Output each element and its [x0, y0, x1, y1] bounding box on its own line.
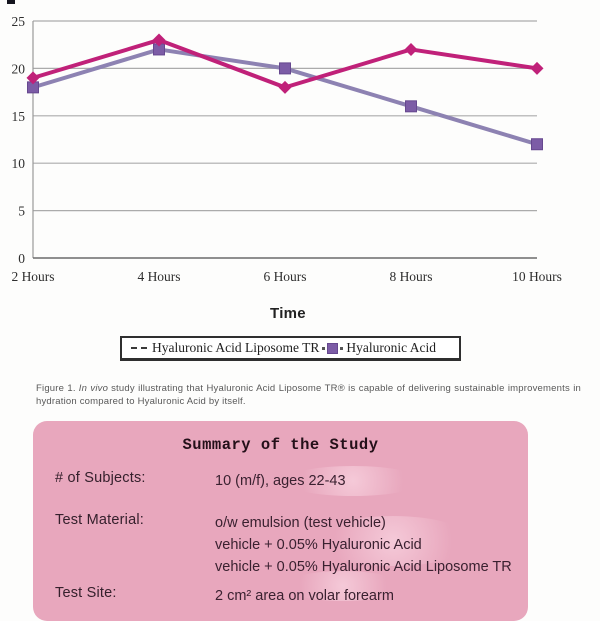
- hydration-line-chart: 0 5 10 15 20 25 2 Hours 4 Hours 6 Hours 8 Hours 10…: [11, 14, 562, 284]
- square-marker: [531, 138, 543, 151]
- x-tick-label: 10 Hours: [512, 269, 562, 284]
- summary-row: Test Material: o/w emulsion (test vehicle…: [55, 512, 515, 578]
- summary-row: Test Site: 2 cm² area on volar forearm: [55, 585, 515, 607]
- summary-row-label: Test Material:: [55, 512, 145, 528]
- scan-smudge: [283, 466, 423, 496]
- figure-caption: Figure 1. In vivo study illustrating that …: [36, 383, 581, 408]
- diamond-marker: [404, 42, 418, 56]
- summary-box: Summary of the Study # of Subjects: 10 (m…: [33, 421, 528, 621]
- legend-dot: [322, 346, 326, 350]
- summary-row-values: o/w emulsion (test vehicle) vehicle + 0.0…: [215, 512, 512, 578]
- summary-row-label: # of Subjects:: [55, 470, 146, 486]
- scan-artifact: [7, 0, 15, 4]
- summary-row-values: 2 cm² area on volar forearm: [215, 585, 394, 607]
- chart-legend: Hyaluronic Acid Liposome TR Hyaluronic A…: [120, 336, 461, 361]
- x-tick-label: 8 Hours: [389, 269, 432, 284]
- legend-dot: [340, 346, 344, 350]
- diamond-marker: [278, 80, 292, 94]
- summary-row-values: 10 (m/f), ages 22-43: [215, 470, 346, 492]
- y-tick-label: 20: [12, 61, 26, 76]
- square-marker: [405, 100, 417, 113]
- y-tick-label: 0: [18, 251, 25, 266]
- summary-value-line: 2 cm² area on volar forearm: [215, 588, 394, 604]
- diamond-marker: [530, 61, 544, 75]
- legend-square-marker: [327, 342, 339, 354]
- y-tick-label: 10: [12, 156, 26, 171]
- legend-label-hyaluronic: Hyaluronic Acid: [346, 340, 436, 355]
- figure-caption-text: study illustrating that Hyaluronic Acid …: [36, 383, 581, 407]
- legend-dash-marker: [131, 347, 137, 349]
- x-axis-title: Time: [270, 305, 306, 322]
- x-tick-label: 2 Hours: [11, 269, 54, 284]
- scan-smudge: [283, 571, 403, 601]
- legend-label-liposome: Hyaluronic Acid Liposome TR: [152, 340, 320, 355]
- square-marker: [279, 62, 291, 75]
- y-tick-label: 15: [12, 109, 26, 124]
- y-tick-label: 5: [18, 204, 25, 219]
- diamond-marker: [26, 71, 40, 85]
- summary-value-line: vehicle + 0.05% Hyaluronic Acid: [215, 537, 422, 553]
- summary-row: # of Subjects: 10 (m/f), ages 22-43: [55, 470, 515, 492]
- scan-smudge: [313, 516, 473, 566]
- figure-caption-italic: In vivo: [78, 383, 109, 394]
- summary-value-line: 10 (m/f), ages 22-43: [215, 473, 346, 489]
- y-tick-label: 25: [12, 14, 26, 29]
- figure-caption-prefix: Figure 1.: [36, 383, 76, 394]
- summary-row-label: Test Site:: [55, 585, 117, 601]
- x-tick-label: 4 Hours: [137, 269, 180, 284]
- summary-title: Summary of the Study: [182, 436, 379, 454]
- diamond-marker: [152, 33, 166, 47]
- summary-value-line: o/w emulsion (test vehicle): [215, 515, 386, 531]
- summary-value-line: vehicle + 0.05% Hyaluronic Acid Liposome…: [215, 559, 512, 575]
- legend-dash-marker: [141, 347, 147, 349]
- page: { "chart_data": { "type": "line", "categ…: [7, 0, 581, 621]
- x-tick-label: 6 Hours: [263, 269, 306, 284]
